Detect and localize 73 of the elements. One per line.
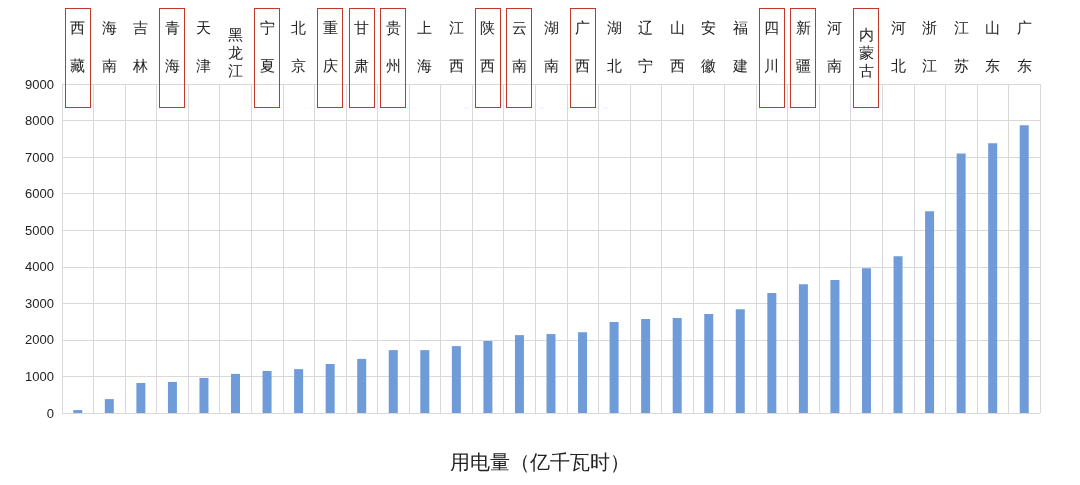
- x-tick-label: 黑龙江: [228, 25, 244, 79]
- bar: [735, 309, 745, 413]
- bar: [1019, 125, 1029, 413]
- bar: [609, 321, 619, 413]
- category-label: 江西: [448, 18, 464, 74]
- category-label: 江苏: [953, 18, 969, 74]
- category-label: 辽宁: [638, 18, 654, 74]
- bar: [357, 358, 367, 413]
- category-label: 福建: [732, 18, 748, 74]
- bar: [578, 332, 588, 413]
- x-axis-title: 用电量（亿千瓦时）: [450, 451, 630, 473]
- bar: [104, 399, 114, 413]
- bar: [388, 350, 398, 413]
- category-label: 重庆: [322, 18, 338, 74]
- category-label: 陕西: [480, 18, 496, 74]
- category-label: 北京: [291, 18, 307, 74]
- bar: [231, 373, 241, 413]
- y-tick-label: 7000: [25, 149, 54, 165]
- y-tick-label: 0: [46, 405, 54, 421]
- bar: [546, 334, 556, 413]
- bar: [294, 369, 304, 413]
- category-label: 湖南: [543, 18, 559, 74]
- category-label: 天津: [196, 18, 212, 74]
- bar: [73, 410, 83, 413]
- category-label: 湖北: [606, 18, 622, 74]
- category-label: 四川: [764, 18, 780, 74]
- y-tick-label: 4000: [25, 259, 54, 275]
- y-tick-label: 5000: [25, 222, 54, 238]
- bar: [199, 377, 209, 413]
- bar: [893, 256, 903, 413]
- category-label: 广西: [575, 18, 591, 74]
- bar: [641, 319, 651, 413]
- category-label: 海南: [101, 18, 117, 74]
- bar: [830, 279, 840, 413]
- bar: [420, 350, 430, 413]
- y-tick-label: 2000: [25, 332, 54, 348]
- category-label: 上海: [417, 18, 433, 74]
- bar: [704, 313, 714, 413]
- bar: [861, 268, 871, 413]
- category-label: 山东: [985, 18, 1001, 74]
- bar: [767, 293, 777, 413]
- bar: [451, 346, 461, 413]
- bar: [262, 370, 272, 413]
- bar: [167, 381, 177, 413]
- category-label: 吉林: [133, 18, 149, 74]
- bar: [325, 364, 335, 413]
- bar: [925, 211, 935, 413]
- category-label: 山西: [669, 18, 685, 74]
- category-label: 甘肃: [354, 18, 370, 74]
- category-label: 西藏: [70, 18, 86, 74]
- category-label: 宁夏: [259, 18, 275, 74]
- category-label: 浙江: [922, 18, 938, 74]
- y-tick-label: 1000: [25, 368, 54, 384]
- y-tick-label: 9000: [25, 76, 54, 92]
- category-label: 广东: [1016, 18, 1032, 74]
- category-label: 河南: [827, 18, 843, 74]
- bar: [514, 335, 524, 413]
- category-label: 新疆: [795, 18, 811, 74]
- bar: [988, 143, 998, 413]
- x-tick-label: 内蒙古: [858, 25, 874, 79]
- bar: [483, 340, 493, 413]
- bar: [672, 317, 682, 413]
- category-label: 河北: [890, 18, 906, 74]
- category-label: 青海: [164, 18, 180, 74]
- category-label: 贵州: [385, 18, 401, 74]
- bar: [798, 284, 808, 413]
- y-tick-label: 8000: [25, 113, 54, 129]
- bar: [956, 153, 966, 413]
- y-tick-label: 3000: [25, 295, 54, 311]
- category-label: 云南: [511, 18, 527, 74]
- y-tick-label: 6000: [25, 186, 54, 202]
- category-label: 安徽: [701, 18, 717, 74]
- bar: [136, 383, 146, 413]
